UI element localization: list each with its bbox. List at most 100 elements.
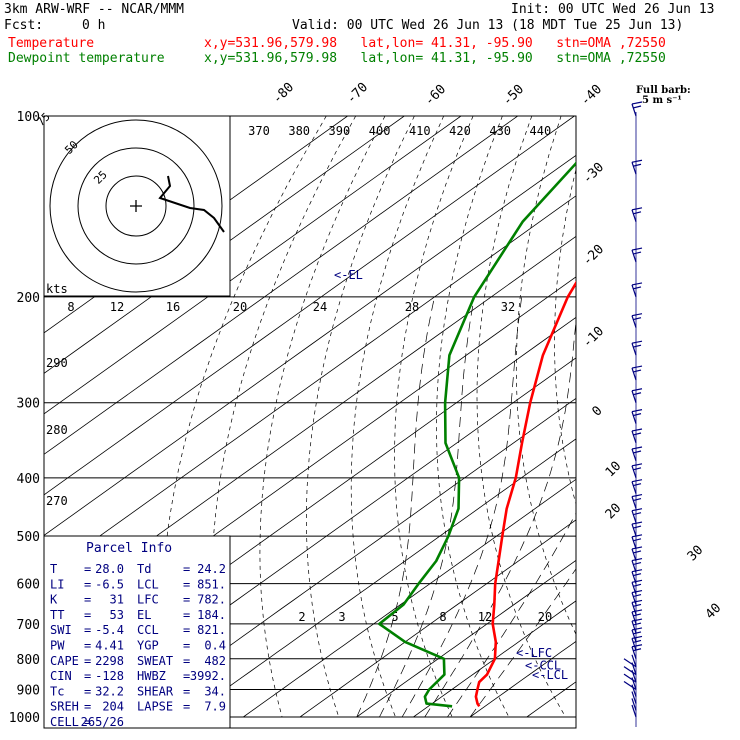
parcel-param-name: SWI [50, 623, 72, 637]
wind-barb [631, 589, 643, 605]
parcel-param-equals: = [84, 562, 91, 576]
level-marker-el: <-EL [334, 268, 363, 282]
mixing-ratio-label: 2 [298, 610, 305, 624]
parcel-param-equals: = [84, 623, 91, 637]
wind-barb [631, 159, 643, 175]
wind-barb [623, 654, 637, 668]
parcel-param-name: YGP [137, 639, 159, 653]
dry-adiabat-label: 270 [46, 494, 68, 508]
pressure-tick-label: 700 [17, 618, 40, 633]
hodograph-units-label: kts [46, 282, 68, 296]
parcel-param-value: 4.41 [95, 639, 124, 653]
dry-adiabat-line [436, 116, 510, 718]
theta-label: 390 [329, 124, 351, 138]
dry-adiabat-line [515, 116, 576, 636]
wind-barb [631, 428, 643, 444]
parcel-param-equals: = [183, 654, 190, 668]
mixing-ratio-label: 16 [166, 300, 180, 314]
wind-barb [623, 677, 637, 690]
isotherm-label: -60 [422, 82, 449, 109]
isotherm-label: -50 [500, 82, 527, 109]
wind-barb [631, 684, 637, 697]
parcel-param-equals: = [183, 623, 190, 637]
parcel-param-name: SHEAR [137, 684, 174, 698]
wind-barb [631, 521, 643, 537]
wind-barb [631, 508, 643, 523]
wind-barb [623, 662, 637, 676]
parcel-param-equals: = [183, 700, 190, 714]
level-marker-lcl: <-LCL [532, 668, 568, 682]
theta-label: 380 [288, 124, 310, 138]
dewpoint-legend-label: Dewpoint temperature [8, 51, 165, 66]
parcel-param-equals: = [183, 562, 190, 576]
parcel-param-value: 32.2 [95, 684, 124, 698]
pressure-tick-label: 900 [17, 683, 40, 698]
pressure-tick-label: 200 [17, 291, 40, 306]
wind-barb [631, 207, 643, 223]
isotherm-label: 10 [603, 459, 625, 481]
hodograph-origin-icon [130, 200, 142, 212]
mixing-ratio-label: 20 [233, 300, 247, 314]
dry-adiabat-line [592, 116, 736, 717]
isotherm-line [584, 116, 740, 717]
theta-label: 440 [530, 124, 552, 138]
parcel-param-equals: = [84, 654, 91, 668]
mixing-ratio-label: 8 [439, 610, 446, 624]
isotherm-line [44, 116, 462, 415]
wind-barb [631, 446, 643, 462]
parcel-info-box [43, 535, 231, 729]
wind-barb [631, 247, 643, 263]
wind-barb [631, 698, 637, 711]
parcel-param-name: Td [137, 562, 151, 576]
temperature-profile-line [474, 280, 576, 708]
wind-barb [623, 669, 637, 683]
isotherm-label: 0 [589, 403, 605, 419]
parcel-param-value: 204 [102, 700, 124, 714]
parcel-param-value: 34. [204, 684, 226, 698]
wind-barb [631, 101, 643, 117]
moist-adiabat-line [401, 296, 523, 718]
parcel-param-equals: = [84, 669, 91, 683]
wind-barb [631, 409, 643, 424]
parcel-info-title: Parcel Info [86, 541, 172, 556]
pressure-tick-label: 400 [17, 472, 40, 487]
pressure-tick-label: 500 [17, 530, 40, 545]
parcel-param-value: 3992. [190, 669, 226, 683]
wind-legend-value: 5 m s⁻¹ [642, 95, 682, 106]
pressure-tick-label: 600 [17, 578, 40, 593]
wind-barb [631, 313, 643, 328]
model-title: 3km ARW-WRF -- NCAR/MMM [4, 2, 185, 17]
wind-barb [631, 635, 643, 651]
wind-barb [631, 627, 643, 643]
isotherm-label: -10 [580, 324, 607, 351]
isotherm-line [356, 559, 576, 718]
isotherm-label: -80 [270, 80, 297, 107]
mixing-ratio-label: 32 [501, 300, 515, 314]
parcel-param-name: CAPE [50, 654, 79, 668]
isotherm-line [413, 600, 576, 718]
parcel-param-value: 265/26 [81, 715, 124, 729]
mixing-ratio-label: 5 [391, 610, 398, 624]
fcst-label: Fcst: [4, 18, 44, 33]
wind-barb [631, 388, 643, 403]
wind-barb [631, 618, 643, 634]
init-time: Init: 00 UTC Wed 26 Jun 13 [511, 2, 715, 17]
hodograph-ring [77, 147, 195, 265]
isotherm-line [44, 154, 576, 536]
parcel-param-value: 2298 [95, 654, 124, 668]
parcel-param-equals: = [84, 577, 91, 591]
parcel-param-name: LAPSE [137, 700, 173, 714]
dry-adiabat-line [730, 116, 740, 717]
parcel-param-value: 821. [197, 623, 226, 637]
parcel-param-name: CCL [137, 623, 159, 637]
theta-label: 410 [409, 124, 431, 138]
dry-adiabat-line [259, 116, 386, 718]
parcel-param-value: -128 [95, 669, 124, 683]
isotherm-line [44, 116, 518, 455]
isotherm-line [469, 640, 576, 718]
isotherm-label: -20 [580, 242, 607, 269]
mixing-ratio-label: 12 [478, 610, 492, 624]
isotherm-line [44, 116, 405, 374]
parcel-param-equals: = [84, 639, 91, 653]
dewpoint-profile-line [377, 161, 576, 708]
